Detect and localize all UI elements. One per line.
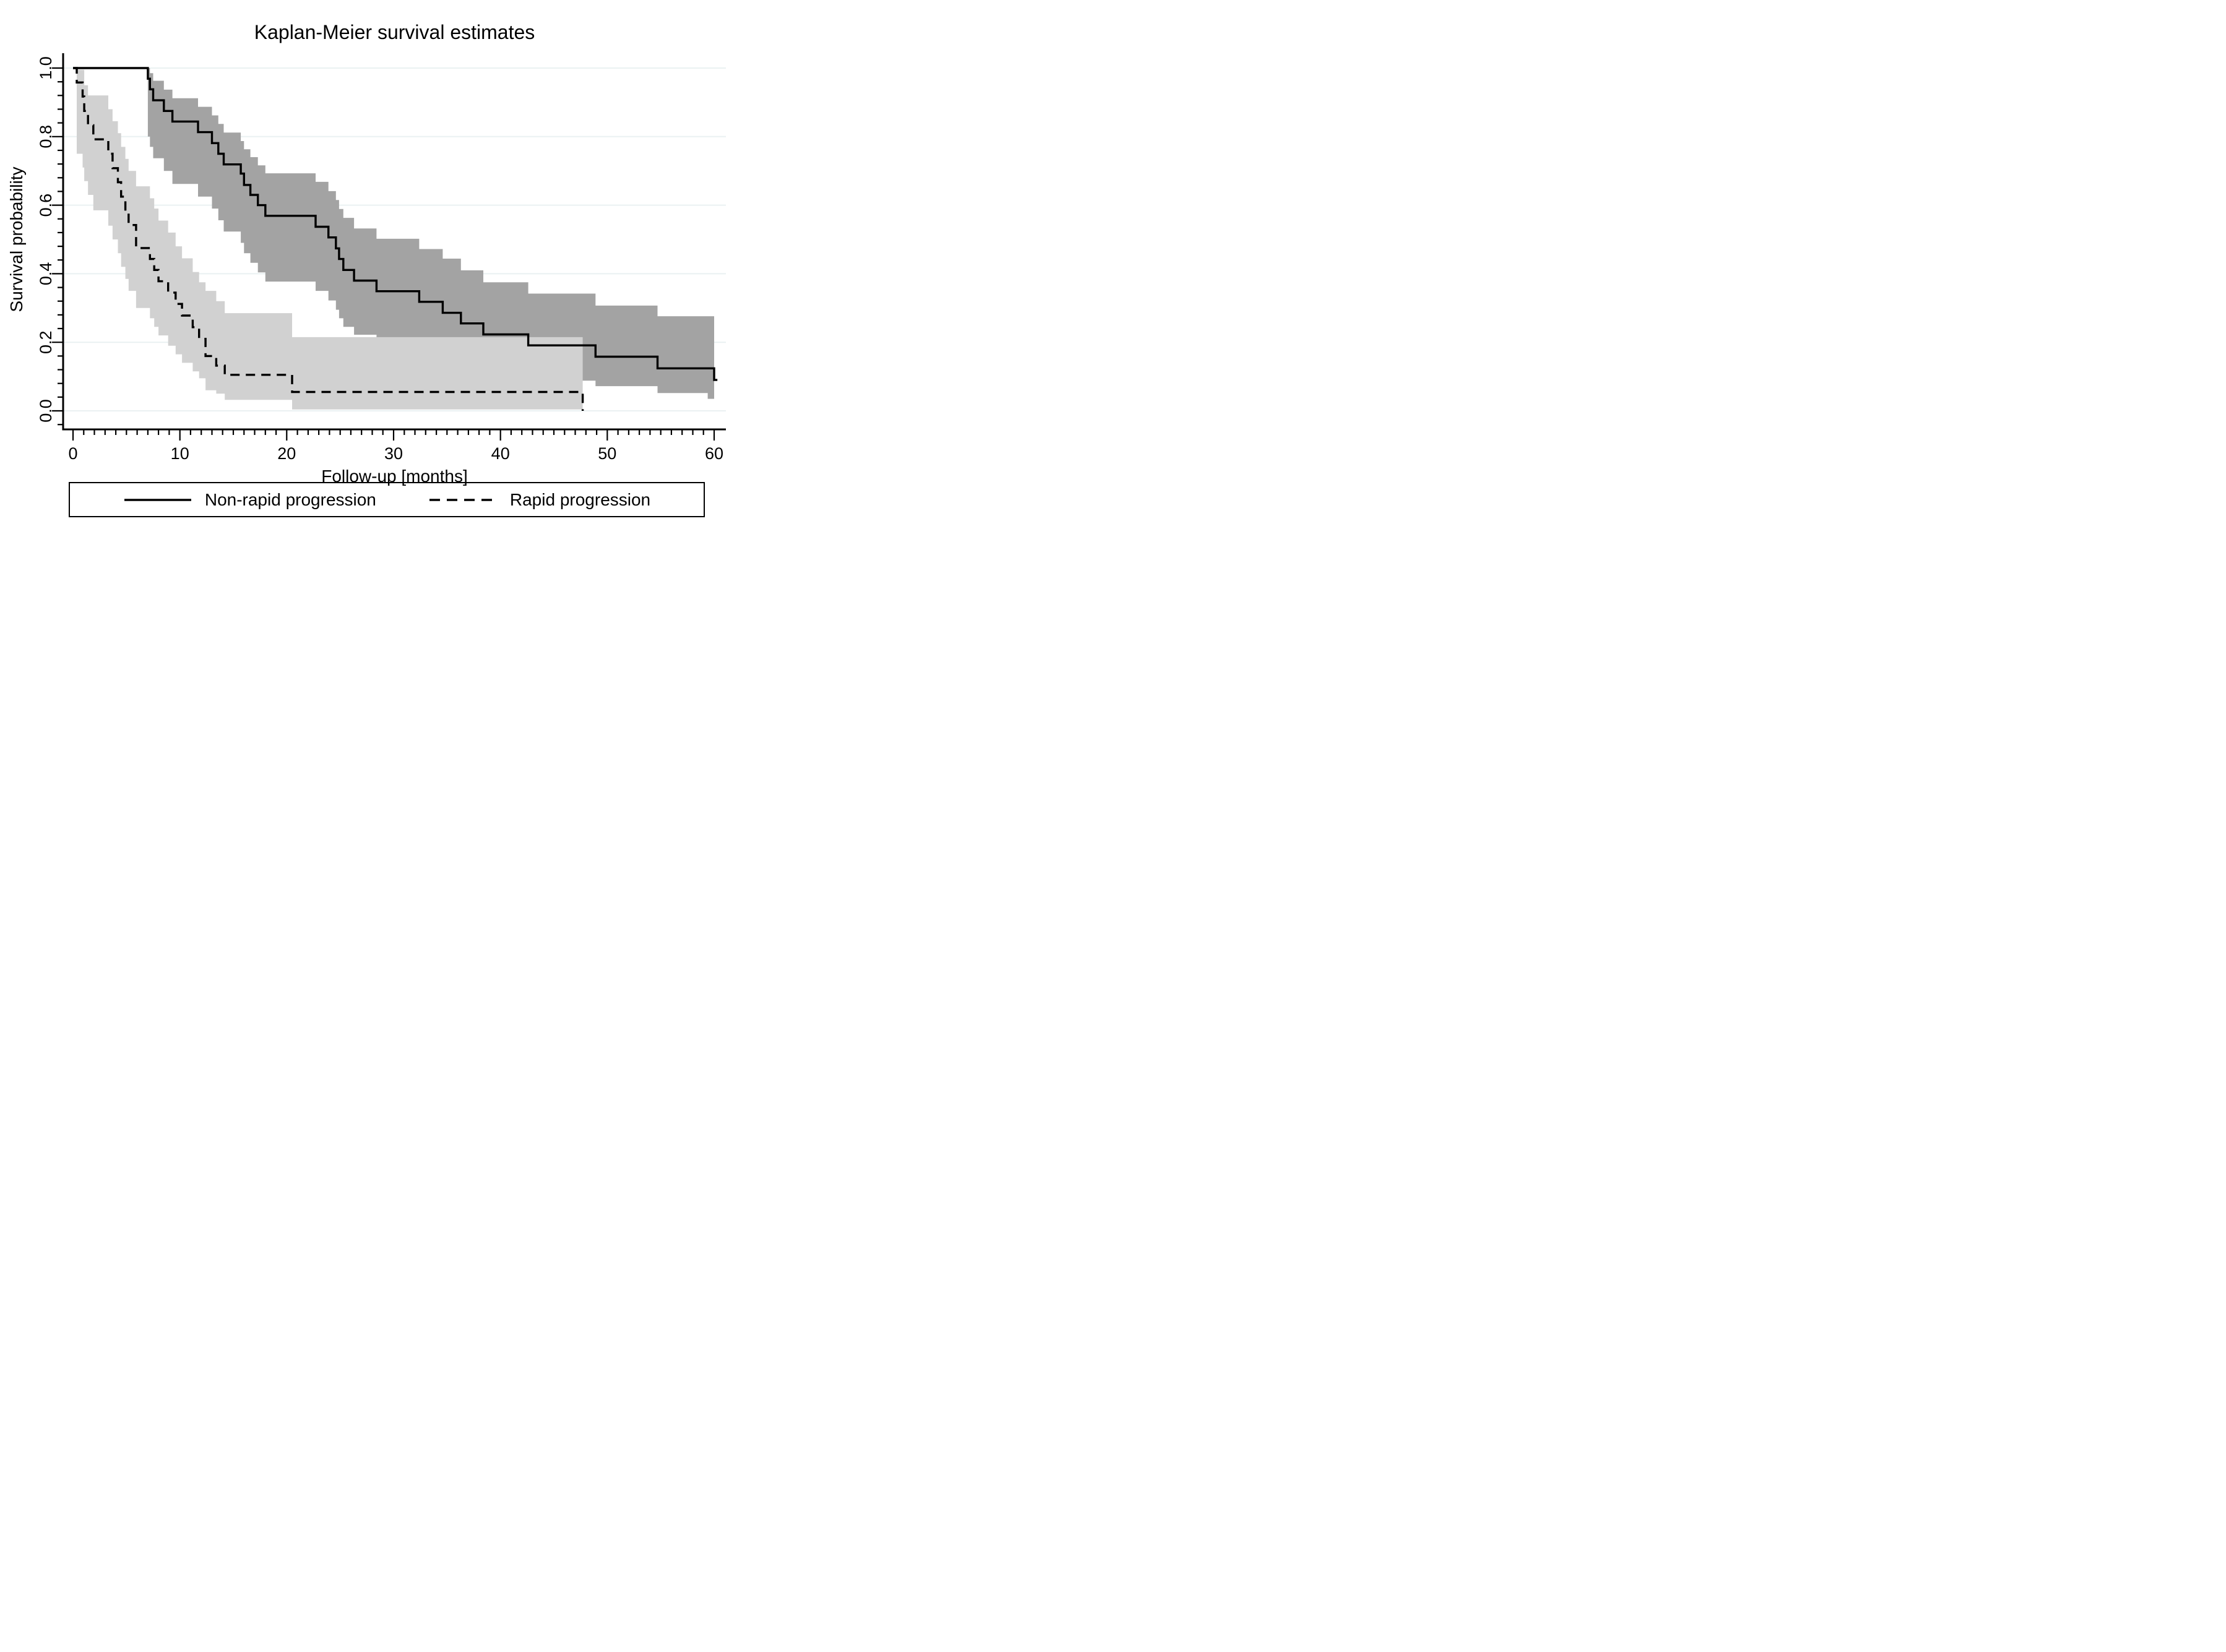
legend-entry-rapid: Rapid progression [428,490,650,510]
y-tick-label: 0.2 [37,330,55,354]
y-ticks [52,67,63,426]
legend-label: Rapid progression [509,489,651,509]
x-tick-label: 50 [598,444,616,463]
y-tick-label: 0.8 [37,125,55,148]
y-tick-label: 0.0 [37,399,55,423]
x-ticks [72,429,715,441]
y-tick-label: 0.6 [37,194,55,217]
x-tick-label: 60 [705,444,723,463]
y-tick-labels: 0.0 0.2 0.4 0.6 0.8 1.0 [37,56,55,423]
x-tick-label: 40 [491,444,510,463]
y-tick-label: 1.0 [37,56,55,80]
y-tick-label: 0.4 [37,262,55,286]
dashed-line-sample-icon [429,498,496,501]
x-tick-label: 0 [68,444,77,463]
km-figure: Kaplan-Meier survival estimates Survival… [0,0,742,551]
ci-band-rapid [77,69,583,410]
legend-label: Non-rapid progression [204,489,376,509]
x-tick-label: 20 [277,444,296,463]
legend-box: Non-rapid progression Rapid progression [69,482,705,517]
x-tick-label: 10 [171,444,189,463]
legend-entry-non-rapid: Non-rapid progression [123,490,376,510]
survival-curve-non-rapid [73,67,718,381]
ci-band-non-rapid [147,68,714,399]
x-tick-label: 30 [384,444,403,463]
x-tick-labels: 0 10 20 30 40 50 60 [68,444,723,463]
chart-title: Kaplan-Meier survival estimates [254,21,535,43]
solid-line-sample-icon [124,498,191,501]
km-plot-canvas: 0 10 20 30 40 50 60 0.0 0.2 0.4 0.6 0.8 1.0 [37,53,726,463]
